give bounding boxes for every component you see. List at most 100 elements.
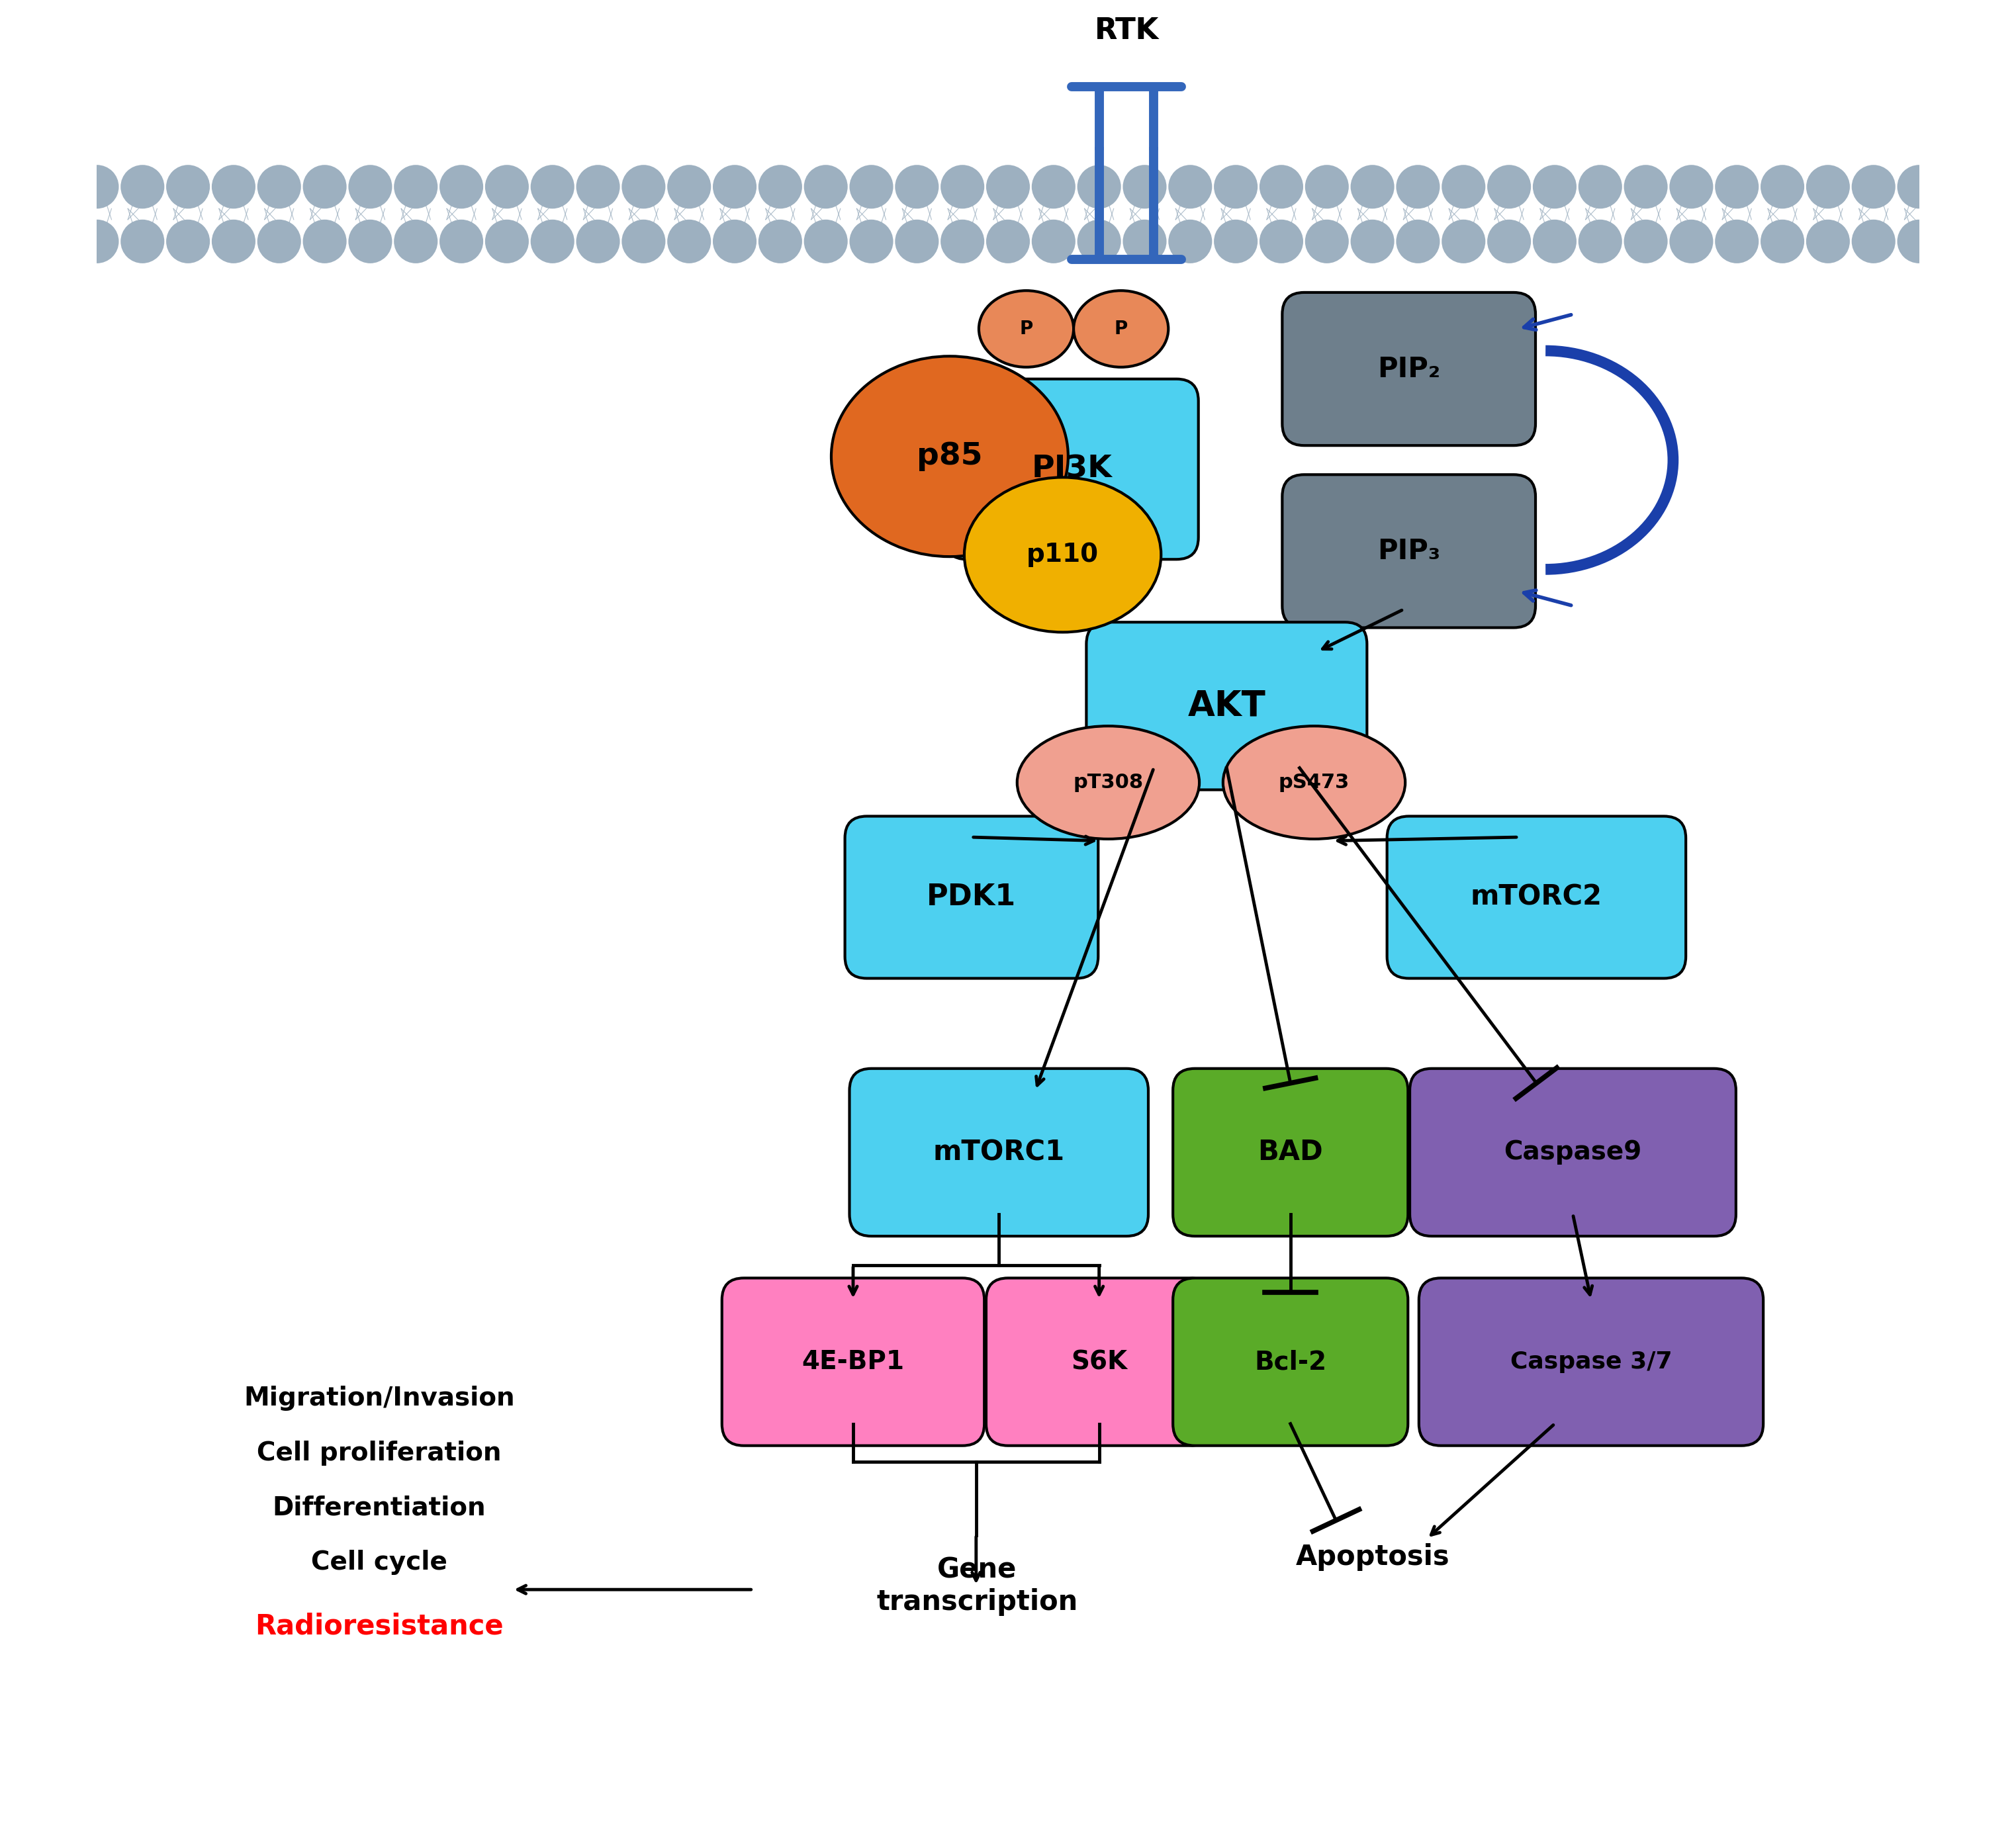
Circle shape [1397, 220, 1439, 264]
Text: mTORC2: mTORC2 [1470, 883, 1603, 912]
Circle shape [1806, 220, 1851, 264]
Circle shape [1760, 165, 1804, 209]
Circle shape [804, 165, 847, 209]
Circle shape [1077, 220, 1121, 264]
Text: RTK: RTK [1095, 16, 1159, 44]
Ellipse shape [1075, 291, 1169, 368]
Text: Cell cycle: Cell cycle [310, 1549, 448, 1575]
FancyBboxPatch shape [986, 1278, 1212, 1446]
Text: p85: p85 [917, 441, 982, 471]
Circle shape [1351, 165, 1395, 209]
Circle shape [75, 220, 119, 264]
Text: PI3K: PI3K [1032, 454, 1113, 483]
Circle shape [1488, 165, 1530, 209]
Circle shape [258, 165, 300, 209]
Text: pT308: pT308 [1073, 773, 1143, 793]
Circle shape [1579, 220, 1623, 264]
Text: S6K: S6K [1070, 1349, 1127, 1375]
FancyBboxPatch shape [1387, 817, 1685, 978]
Circle shape [621, 165, 665, 209]
Circle shape [75, 165, 119, 209]
Circle shape [1260, 165, 1302, 209]
Circle shape [1351, 220, 1395, 264]
Circle shape [849, 220, 893, 264]
Circle shape [258, 220, 300, 264]
Circle shape [1716, 220, 1758, 264]
Text: BAD: BAD [1258, 1139, 1322, 1166]
Text: Apoptosis: Apoptosis [1296, 1544, 1450, 1571]
Circle shape [530, 165, 575, 209]
Ellipse shape [964, 478, 1161, 632]
Circle shape [1077, 165, 1121, 209]
Text: PIP₃: PIP₃ [1377, 536, 1439, 566]
Circle shape [212, 165, 256, 209]
Circle shape [986, 220, 1030, 264]
Circle shape [1488, 220, 1530, 264]
Circle shape [1851, 165, 1895, 209]
Circle shape [212, 220, 256, 264]
Circle shape [714, 220, 756, 264]
Circle shape [758, 165, 802, 209]
Circle shape [1716, 165, 1758, 209]
Circle shape [1806, 165, 1851, 209]
Circle shape [667, 220, 712, 264]
Circle shape [530, 220, 575, 264]
Text: P: P [1115, 320, 1127, 339]
FancyBboxPatch shape [1419, 1278, 1764, 1446]
Text: P: P [1020, 320, 1032, 339]
Text: p110: p110 [1026, 542, 1099, 568]
Circle shape [1623, 220, 1667, 264]
Circle shape [1214, 165, 1258, 209]
Text: PDK1: PDK1 [927, 883, 1016, 912]
Circle shape [1897, 220, 1941, 264]
Circle shape [986, 165, 1030, 209]
Circle shape [1669, 220, 1714, 264]
Circle shape [1532, 220, 1577, 264]
Text: mTORC1: mTORC1 [933, 1139, 1064, 1166]
Ellipse shape [1018, 727, 1200, 839]
Circle shape [1669, 165, 1714, 209]
Circle shape [1304, 165, 1349, 209]
Circle shape [714, 165, 756, 209]
Circle shape [439, 165, 484, 209]
Text: Bcl-2: Bcl-2 [1254, 1349, 1327, 1375]
Circle shape [302, 220, 347, 264]
Circle shape [895, 220, 939, 264]
Ellipse shape [980, 291, 1075, 368]
Text: 4E-BP1: 4E-BP1 [802, 1349, 905, 1375]
Circle shape [941, 165, 984, 209]
Circle shape [1851, 220, 1895, 264]
Circle shape [121, 220, 165, 264]
FancyBboxPatch shape [1173, 1069, 1407, 1236]
FancyBboxPatch shape [722, 1278, 984, 1446]
Circle shape [1123, 165, 1167, 209]
Text: PIP₂: PIP₂ [1377, 355, 1439, 383]
Text: Gene
transcription: Gene transcription [877, 1556, 1079, 1617]
Circle shape [302, 165, 347, 209]
Circle shape [941, 220, 984, 264]
Text: Differentiation: Differentiation [272, 1496, 486, 1520]
Circle shape [1623, 165, 1667, 209]
Circle shape [1760, 220, 1804, 264]
Circle shape [1032, 220, 1075, 264]
Text: RTK: RTK [1095, 16, 1159, 44]
FancyBboxPatch shape [946, 379, 1198, 558]
Circle shape [849, 165, 893, 209]
Circle shape [1260, 220, 1302, 264]
Circle shape [1441, 165, 1486, 209]
FancyBboxPatch shape [1173, 1278, 1407, 1446]
Ellipse shape [831, 357, 1068, 557]
Circle shape [1123, 220, 1167, 264]
FancyBboxPatch shape [849, 1069, 1149, 1236]
Circle shape [577, 165, 619, 209]
Circle shape [1897, 165, 1941, 209]
Circle shape [758, 220, 802, 264]
Text: Radioresistance: Radioresistance [256, 1611, 504, 1641]
Circle shape [349, 165, 393, 209]
FancyBboxPatch shape [1282, 293, 1536, 445]
Circle shape [1441, 220, 1486, 264]
Circle shape [1304, 220, 1349, 264]
Text: AKT: AKT [1187, 688, 1266, 723]
Circle shape [439, 220, 484, 264]
Text: Migration/Invasion: Migration/Invasion [244, 1386, 514, 1412]
